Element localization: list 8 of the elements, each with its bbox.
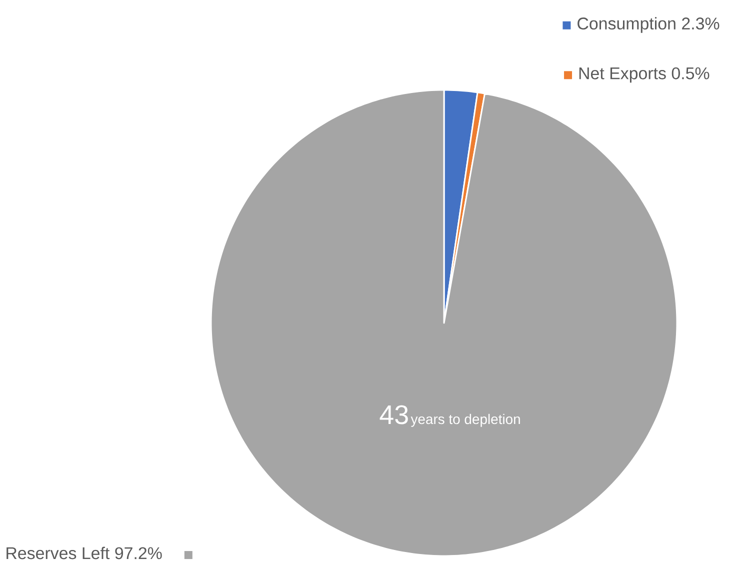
text: 43: [380, 405, 408, 424]
data-label: 2.3%: [682, 18, 720, 30]
data-label: 0.5%: [672, 67, 710, 80]
text: years to depletion: [410, 414, 520, 427]
legend-label: Net Exports: [579, 67, 666, 83]
slice-label: Reserves Left: [6, 546, 110, 560]
data-label: 97.2%: [115, 547, 162, 560]
legend-label: Consumption: [578, 17, 676, 33]
